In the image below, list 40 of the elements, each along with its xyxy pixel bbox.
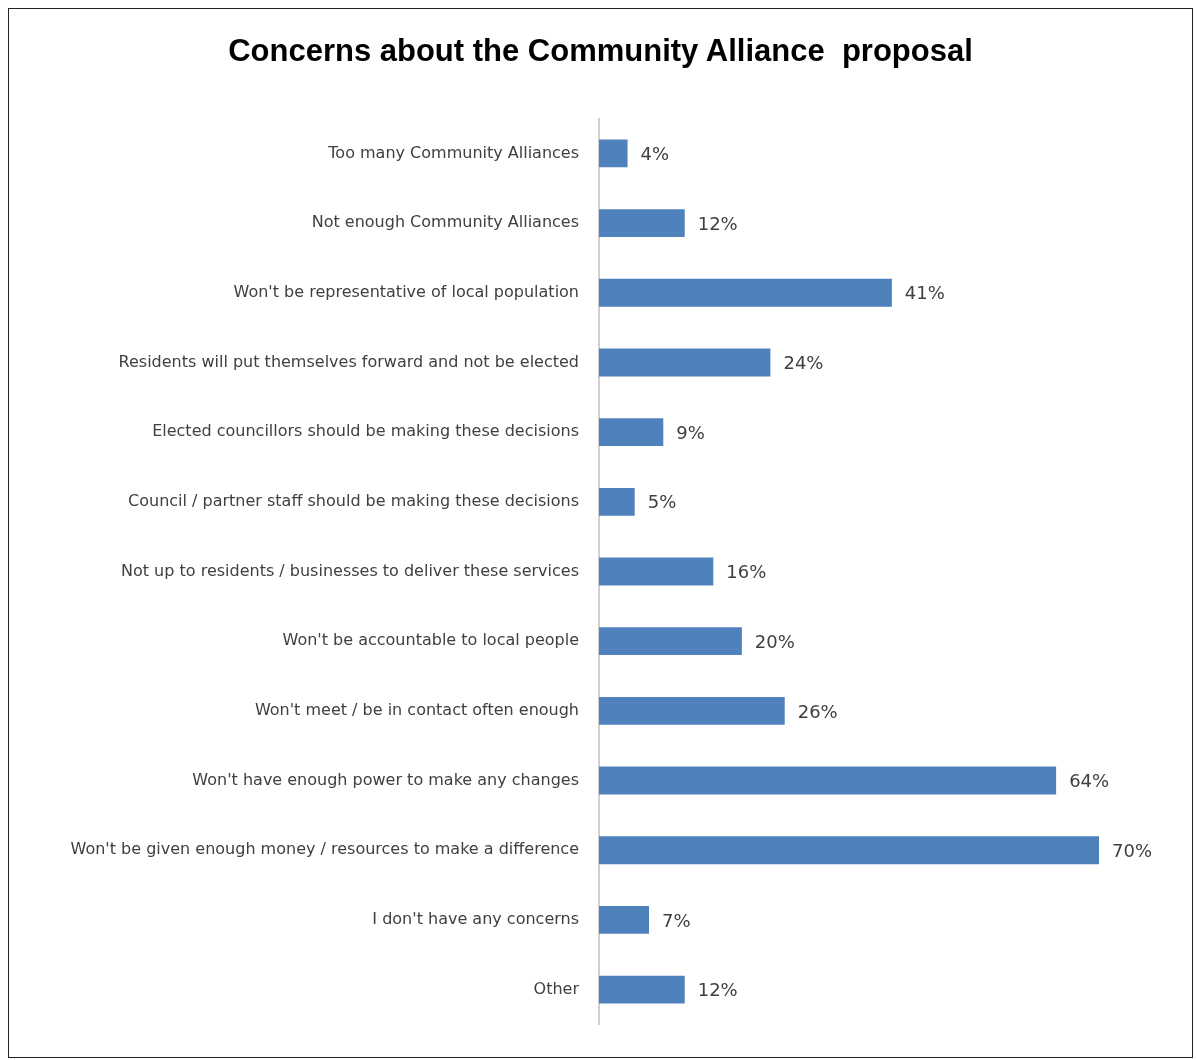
bar xyxy=(599,209,685,238)
y-tick-label: Too many Community Alliances xyxy=(327,142,579,162)
data-label: 16% xyxy=(726,561,767,583)
y-tick-label: Won't meet / be in contact often enough xyxy=(254,700,579,720)
y-tick-label: Won't have enough power to make any changes xyxy=(192,769,579,789)
bar xyxy=(599,487,635,516)
y-tick-label: I don't have any concerns xyxy=(372,909,579,929)
data-label: 24% xyxy=(783,352,824,374)
data-label: 26% xyxy=(797,700,838,722)
y-tick-label: Not up to residents / businesses to deliver these services xyxy=(121,560,579,580)
y-tick-label: Won't be representative of local population xyxy=(233,281,579,301)
bar xyxy=(599,627,742,656)
bar xyxy=(599,766,1057,795)
data-label: 12% xyxy=(697,212,738,234)
data-label: 12% xyxy=(697,979,738,1001)
bar xyxy=(599,836,1099,865)
y-tick-label: Council / partner staff should be making these decisions xyxy=(128,490,579,510)
bar xyxy=(599,696,785,725)
bar xyxy=(599,975,685,1004)
data-label: 64% xyxy=(1069,770,1110,792)
bar xyxy=(599,348,771,377)
y-tick-label: Elected councillors should be making these decisions xyxy=(152,421,579,441)
data-label: 5% xyxy=(647,491,677,513)
y-tick-label: Won't be given enough money / resources to make a difference xyxy=(70,839,579,859)
data-label: 70% xyxy=(1112,839,1153,861)
chart-title: Concerns about the Community Alliance proposal xyxy=(227,33,974,69)
bar xyxy=(599,418,664,447)
data-label: 9% xyxy=(676,421,705,443)
data-label: 20% xyxy=(754,630,795,652)
y-tick-label: Won't be accountable to local people xyxy=(282,630,579,650)
y-tick-label: Not enough Community Alliances xyxy=(311,212,579,232)
bar xyxy=(599,557,714,586)
data-label: 4% xyxy=(640,143,670,165)
data-label: 41% xyxy=(904,282,945,304)
bar xyxy=(599,905,649,934)
y-tick-label: Other xyxy=(533,978,580,998)
bar xyxy=(599,139,628,168)
data-label: 7% xyxy=(662,909,691,931)
bar xyxy=(599,278,892,307)
y-tick-label: Residents will put themselves forward and not be elected xyxy=(118,351,579,371)
